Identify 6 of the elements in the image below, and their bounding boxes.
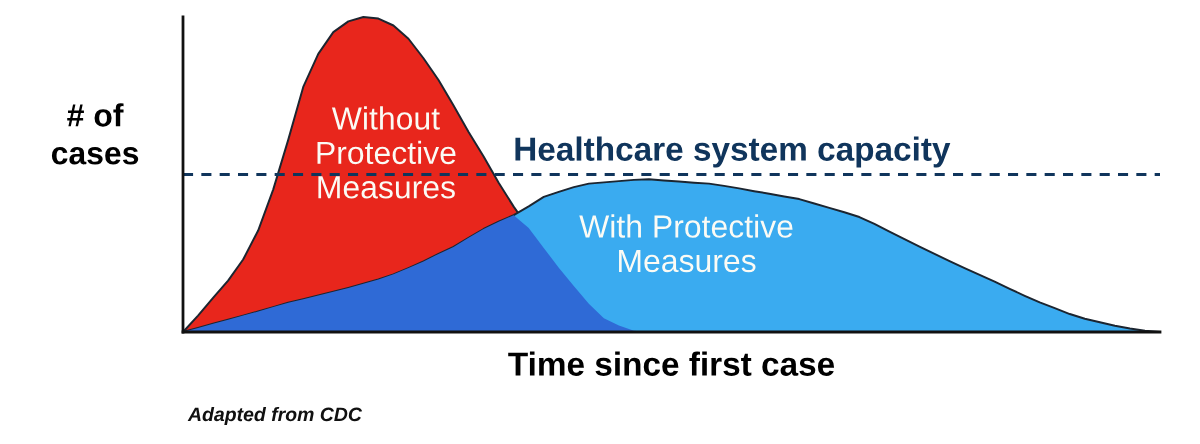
y-axis-title: # of cases (51, 103, 139, 165)
ref-line-label: Healthcare system capacity (515, 136, 951, 168)
x-axis-title: Time since first case (508, 351, 835, 376)
text: Adapted from CDC (187, 406, 363, 426)
series-label: Without Protective Measures (317, 106, 456, 199)
series-label: With Protective Measures (579, 214, 793, 273)
